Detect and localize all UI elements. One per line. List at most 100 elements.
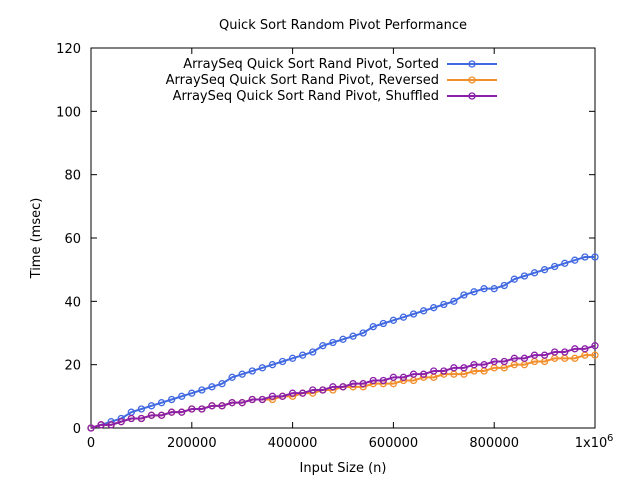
data-point: [490, 357, 498, 366]
data-point: [470, 361, 478, 369]
data-point: [167, 408, 176, 416]
data-point: [440, 300, 448, 309]
data-point: [430, 367, 438, 375]
data-point: [258, 395, 267, 404]
data-point: [228, 399, 236, 407]
x-tick-label: 200000: [167, 436, 217, 451]
data-point: [540, 351, 549, 359]
legend-swatch-marker: [468, 92, 476, 100]
data-point: [581, 253, 589, 261]
legend: ArraySeq Quick Sort Rand Pivot, SortedAr…: [166, 57, 497, 104]
data-point: [137, 405, 146, 413]
data-point: [198, 405, 206, 413]
data-point: [419, 307, 428, 315]
data-point: [460, 291, 468, 299]
data-point: [188, 405, 196, 413]
data-point: [268, 392, 277, 400]
x-tick-label: 600000: [369, 436, 419, 451]
data-point: [571, 345, 579, 353]
data-point: [581, 345, 589, 353]
data-point: [561, 348, 569, 356]
data-point: [248, 395, 256, 404]
data-point: [299, 351, 307, 359]
data-point: [460, 364, 468, 372]
y-tick-label: 60: [64, 232, 81, 247]
data-point: [530, 351, 539, 359]
data-point: [299, 389, 307, 397]
data-point: [359, 329, 367, 337]
data-point: [319, 342, 327, 350]
data-point: [369, 323, 377, 331]
x-tick-label: 0: [87, 436, 95, 451]
legend-swatch-marker: [468, 60, 476, 68]
data-point: [399, 313, 408, 321]
data-point: [480, 285, 488, 293]
data-point: [520, 272, 529, 280]
data-point: [540, 266, 549, 274]
data-point: [107, 421, 115, 429]
data-point: [419, 370, 428, 378]
data-point: [470, 288, 478, 296]
data-point: [500, 357, 508, 366]
data-point: [228, 373, 236, 381]
data-point: [389, 316, 398, 324]
series-layer: [87, 253, 599, 432]
data-point: [349, 380, 357, 388]
data-point: [288, 354, 297, 362]
data-point: [349, 332, 357, 340]
legend-item: ArraySeq Quick Sort Rand Pivot, Sorted: [183, 57, 497, 72]
y-tick-label: 20: [64, 359, 81, 374]
y-tick-label: 120: [56, 42, 81, 57]
data-point: [178, 392, 186, 400]
data-point: [379, 376, 387, 385]
data-point: [480, 361, 488, 369]
x-tick-exponent: 6: [607, 433, 613, 444]
data-point: [571, 256, 579, 264]
data-point: [117, 418, 125, 426]
legend-item: ArraySeq Quick Sort Rand Pivot, Shuffled: [173, 89, 497, 104]
data-point: [409, 370, 418, 378]
data-point: [238, 399, 246, 407]
data-point: [520, 354, 529, 362]
data-point: [500, 281, 508, 290]
data-point: [530, 269, 539, 277]
data-point: [329, 338, 337, 347]
data-point: [178, 408, 186, 416]
chart-title: Quick Sort Random Pivot Performance: [219, 18, 467, 33]
data-point: [278, 357, 287, 366]
data-point: [551, 348, 559, 356]
data-point: [147, 411, 156, 419]
data-point: [510, 354, 519, 362]
data-point: [288, 389, 297, 397]
legend-label: ArraySeq Quick Sort Rand Pivot, Reversed: [166, 73, 439, 88]
series-1: [87, 253, 599, 432]
data-point: [278, 392, 287, 400]
data-point: [198, 386, 206, 394]
data-point: [339, 383, 347, 391]
data-point: [238, 370, 246, 378]
data-point: [208, 383, 216, 391]
data-point: [551, 262, 559, 271]
legend-swatch-marker: [468, 76, 476, 84]
data-point: [137, 414, 146, 423]
data-point: [329, 383, 337, 391]
y-tick-label: 100: [56, 105, 81, 120]
legend-label: ArraySeq Quick Sort Rand Pivot, Sorted: [183, 57, 439, 72]
data-point: [510, 275, 519, 283]
data-point: [450, 297, 458, 305]
y-tick-label: 0: [73, 422, 81, 437]
legend-item: ArraySeq Quick Sort Rand Pivot, Reversed: [166, 73, 497, 88]
y-tick-label: 40: [64, 295, 81, 310]
data-point: [218, 380, 226, 388]
x-axis-label: Input Size (n): [300, 461, 387, 476]
data-point: [389, 373, 398, 381]
data-point: [268, 361, 277, 369]
x-axis: 0 200000 400000 600000 800000 1x10 6: [87, 48, 613, 451]
series-3: [87, 342, 599, 432]
data-point: [309, 386, 317, 394]
data-point: [147, 402, 156, 410]
data-point: [319, 386, 327, 394]
data-point: [591, 253, 599, 261]
